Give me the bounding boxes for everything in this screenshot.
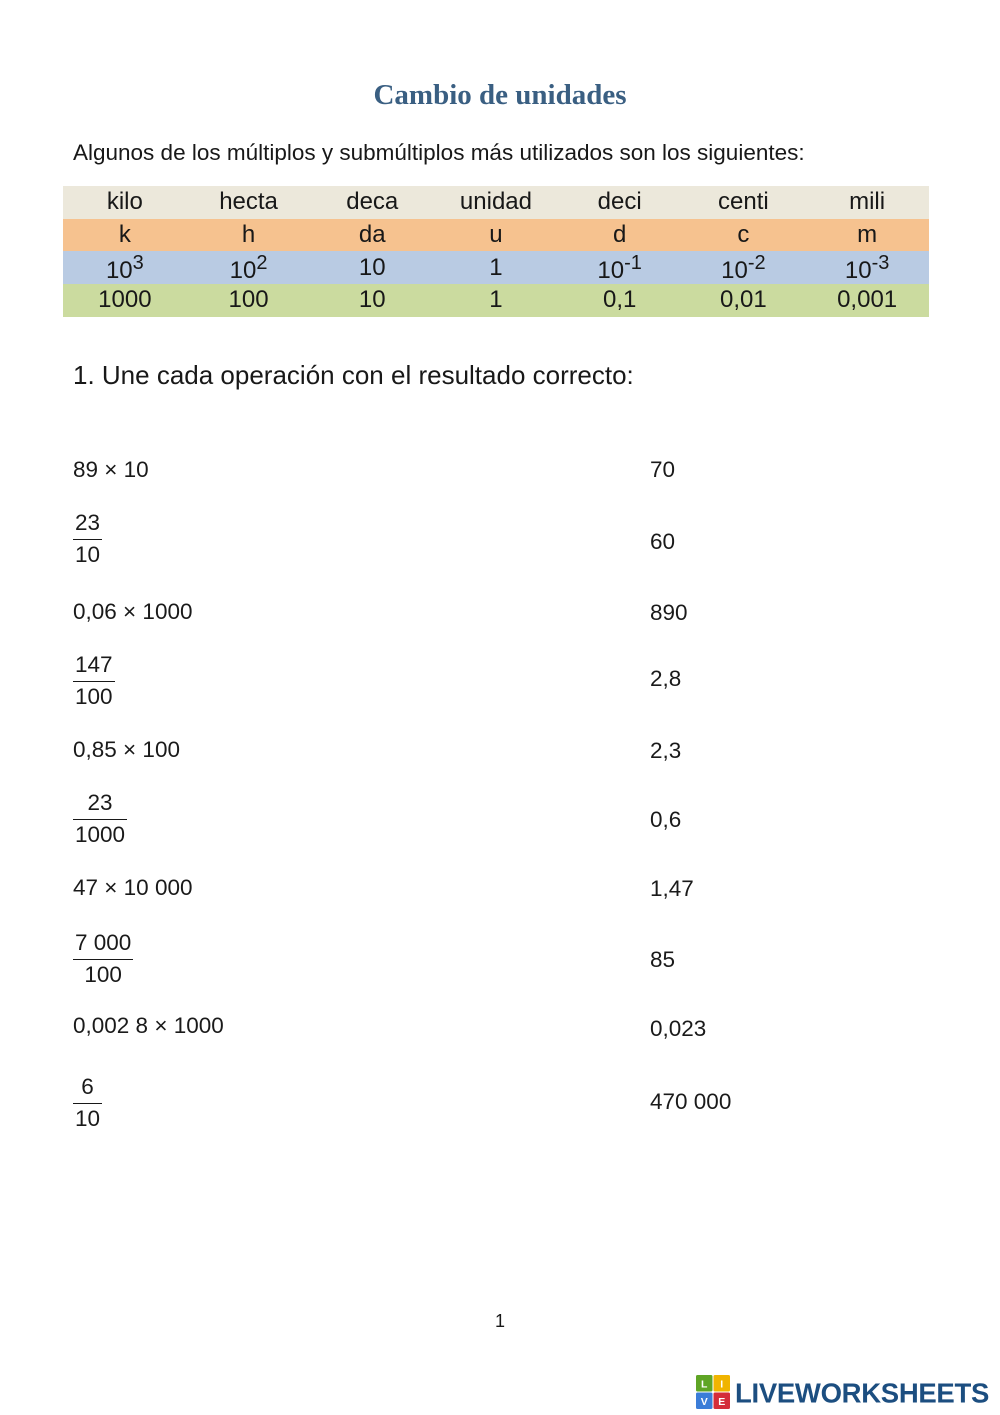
svg-text:E: E [718,1396,725,1408]
svg-text:LIVEWORKSHEETS: LIVEWORKSHEETS [735,1378,989,1409]
svg-text:V: V [701,1396,708,1408]
svg-text:L: L [701,1378,708,1390]
svg-text:I: I [720,1378,723,1390]
